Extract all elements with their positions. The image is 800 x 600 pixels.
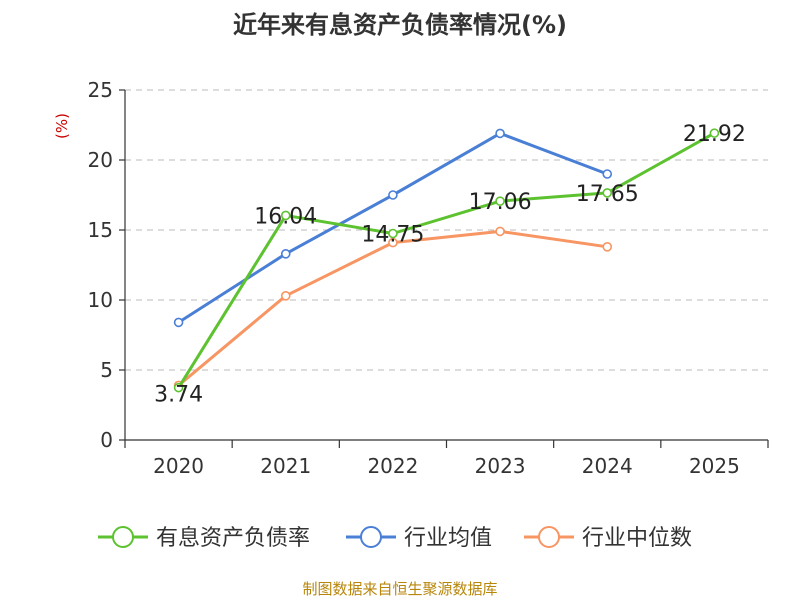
y-tick-label-1: 5: [100, 358, 113, 382]
y-tick-label-0: 0: [100, 428, 113, 452]
x-tick-label-2022: 2022: [367, 454, 418, 478]
data-point-s2-2021: [280, 290, 291, 301]
legend-item-1[interactable]: 行业均值: [346, 526, 492, 551]
data-point-s0-2024: [602, 188, 613, 198]
data-point-s1-2024: [602, 169, 613, 179]
legend-swatch-marker-2: [538, 526, 560, 548]
series-line-0: [177, 131, 716, 389]
series-line-2: [177, 229, 608, 387]
data-point-s2-2023: [495, 226, 505, 237]
data-point-s0-2025: [709, 128, 720, 138]
y-tick-label-4: 20: [88, 148, 113, 172]
x-tick-label-2024: 2024: [582, 454, 633, 478]
x-tick-label-2021: 2021: [260, 454, 311, 478]
data-point-s0-2022: [388, 228, 398, 239]
y-tick-label-3: 15: [88, 218, 113, 242]
data-point-s1-2023: [495, 128, 505, 139]
series-lines: [173, 128, 720, 393]
x-tick-label-2020: 2020: [153, 454, 204, 478]
data-label-2022: 14.75: [361, 223, 424, 248]
legend-item-2[interactable]: 行业中位数: [524, 526, 692, 551]
legend-swatch-marker-1: [360, 526, 382, 548]
legend-item-0[interactable]: 有息资产负债率: [98, 526, 310, 551]
data-point-s0-2023: [495, 196, 505, 206]
data-label-2023: 17.06: [469, 190, 532, 215]
y-tick-label-2: 10: [88, 288, 113, 312]
legend-label-2: 行业中位数: [582, 526, 692, 551]
legend-label-0: 有息资产负债率: [156, 526, 310, 551]
x-tick-label-2025: 2025: [689, 454, 740, 478]
data-point-s0-2021: [280, 210, 291, 221]
data-point-s0-2020: [173, 382, 184, 393]
x-tick-label-2023: 2023: [475, 454, 526, 478]
y-tick-label-5: 25: [88, 78, 113, 102]
source-note: 制图数据来自恒生聚源数据库: [302, 580, 497, 598]
data-labels: 3.74 16.04 14.75 17.06 17.65 21.92: [154, 122, 746, 408]
data-point-s1-2021: [280, 249, 291, 259]
data-label-2020: 3.74: [154, 383, 203, 408]
data-label-2025: 21.92: [683, 122, 746, 147]
chart-title: 近年来有息资产负债率情况(%): [233, 11, 567, 39]
data-point-s2-2022: [388, 237, 398, 248]
legend-swatch-marker-0: [112, 526, 134, 548]
data-point-s1-2022: [388, 190, 398, 200]
data-label-2021: 16.04: [254, 204, 317, 229]
data-point-s2-2024: [602, 242, 613, 252]
data-point-s1-2020: [173, 317, 184, 328]
legend[interactable]: 有息资产负债率 行业均值 行业中位数: [98, 526, 692, 551]
legend-label-1: 行业均值: [404, 526, 492, 551]
data-label-2024: 17.65: [576, 182, 639, 207]
grid-lines: [125, 89, 768, 371]
y-axis-label: (%): [53, 113, 71, 139]
